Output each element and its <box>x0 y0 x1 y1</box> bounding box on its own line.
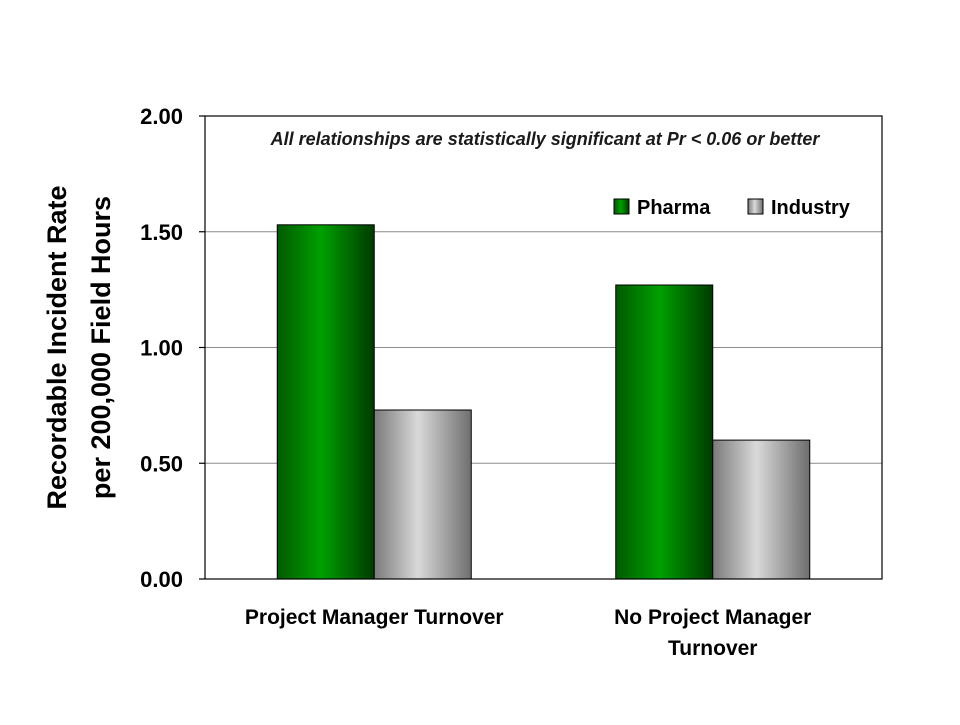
x-category-label: Project Manager Turnover <box>245 606 504 629</box>
legend-label: Pharma <box>637 197 711 219</box>
legend-label: Industry <box>771 197 851 219</box>
y-tick-label: 1.00 <box>140 336 183 361</box>
legend-swatch <box>613 198 630 215</box>
y-tick-label: 0.00 <box>140 567 183 592</box>
legend: Pharma Industry <box>613 197 851 219</box>
bar-pharma-0 <box>276 224 375 580</box>
bar-pharma-1 <box>615 284 714 580</box>
legend-swatch <box>747 198 764 215</box>
annotation-text: All relationships are statistically sign… <box>270 129 821 149</box>
y-tick-label: 2.00 <box>140 104 183 129</box>
bar-industry-0 <box>373 409 472 580</box>
x-category-label: Turnover <box>668 637 757 660</box>
x-axis-categories: Project Manager Turnover No Project Manag… <box>245 606 811 660</box>
y-axis-ticks: 0.00 0.50 1.00 1.50 2.00 <box>140 104 205 592</box>
bar-industry-1 <box>712 439 811 580</box>
legend-item-industry: Industry <box>747 197 851 219</box>
y-tick-label: 1.50 <box>140 220 183 245</box>
bars <box>276 224 811 580</box>
y-tick-label: 0.50 <box>140 451 183 476</box>
x-category-label: No Project Manager <box>614 606 811 629</box>
y-axis-label-line: Recordable Incident Rate <box>42 185 72 509</box>
y-axis-label-line: per 200,000 Field Hours <box>86 196 116 499</box>
y-axis-label: Recordable Incident Rate per 200,000 Fiel… <box>42 185 116 509</box>
legend-item-pharma: Pharma <box>613 197 711 219</box>
